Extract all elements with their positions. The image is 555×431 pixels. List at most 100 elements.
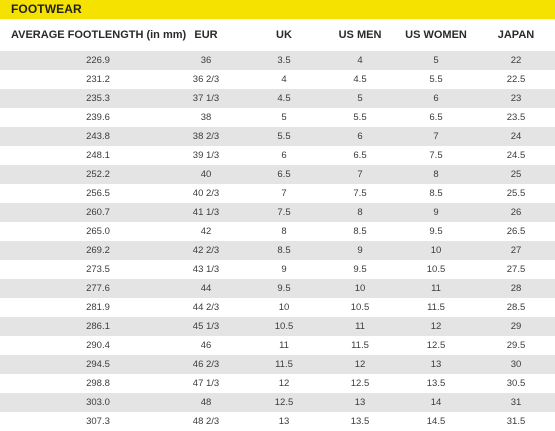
cell-us-men: 10 [354,283,366,294]
cell-us-men: 5.5 [353,112,367,123]
cell-us-men: 13.5 [350,416,370,427]
cell-uk: 13 [278,416,290,427]
cell-us-women: 13.5 [426,378,446,389]
table-row: 256.5 40 2/3 7 7.5 8.5 25.5 [0,184,555,203]
cell-us-men: 11.5 [351,340,369,351]
cell-us-men: 13 [354,397,366,408]
cell-uk: 11 [279,340,289,351]
cell-footlength: 260.7 [86,207,110,218]
cell-eur: 37 1/3 [192,93,220,104]
cell-eur: 47 1/3 [192,378,220,389]
cell-uk: 8 [281,226,287,237]
cell-us-women: 14 [430,397,442,408]
cell-eur: 38 [200,112,212,123]
cell-us-women: 6.5 [429,112,443,123]
table-row: 286.1 45 1/3 10.5 11 12 29 [0,317,555,336]
table-row: 235.3 37 1/3 4.5 5 6 23 [0,89,555,108]
cell-us-men: 6.5 [353,150,367,161]
cell-uk: 12.5 [274,397,294,408]
cell-us-women: 12.5 [426,340,446,351]
cell-us-women: 9 [433,207,439,218]
cell-footlength: 231.2 [86,74,110,85]
cell-japan: 25.5 [506,188,526,199]
cell-us-women: 9.5 [429,226,443,237]
table-row: 243.8 38 2/3 5.5 6 7 24 [0,127,555,146]
cell-footlength: 248.1 [86,150,110,161]
cell-us-men: 6 [357,131,363,142]
cell-us-women: 14.5 [426,416,446,427]
cell-uk: 7.5 [277,207,291,218]
cell-us-women: 5.5 [429,74,443,85]
cell-japan: 24 [510,131,522,142]
cell-us-women: 6 [433,93,439,104]
cell-footlength: 256.5 [86,188,110,199]
cell-eur: 45 1/3 [192,321,220,332]
cell-us-men: 4 [357,55,363,66]
table-row: 269.2 42 2/3 8.5 9 10 27 [0,241,555,260]
column-header-japan: JAPAN [497,29,535,41]
cell-uk: 9.5 [277,283,291,294]
cell-uk: 9 [281,264,287,275]
cell-footlength: 290.4 [86,340,110,351]
table-row: 307.3 48 2/3 13 13.5 14.5 31.5 [0,412,555,431]
cell-uk: 6.5 [277,169,291,180]
cell-japan: 28.5 [506,302,526,313]
cell-japan: 30.5 [506,378,526,389]
cell-eur: 36 [200,55,212,66]
table-row: 303.0 48 12.5 13 14 31 [0,393,555,412]
cell-japan: 23 [510,93,522,104]
cell-us-women: 11.5 [427,302,445,313]
table-row: 231.2 36 2/3 4 4.5 5.5 22.5 [0,70,555,89]
table-row: 298.8 47 1/3 12 12.5 13.5 30.5 [0,374,555,393]
cell-us-women: 8.5 [429,188,443,199]
cell-footlength: 307.3 [86,416,110,427]
cell-uk: 10.5 [274,321,294,332]
cell-eur: 36 2/3 [192,74,220,85]
cell-japan: 22 [510,55,522,66]
cell-us-women: 7 [433,131,439,142]
cell-footlength: 277.6 [86,283,110,294]
cell-us-women: 12 [430,321,442,332]
cell-eur: 43 1/3 [192,264,220,275]
cell-footlength: 269.2 [86,245,110,256]
cell-uk: 5.5 [277,131,291,142]
cell-footlength: 286.1 [86,321,110,332]
cell-eur: 41 1/3 [192,207,220,218]
cell-us-men: 4.5 [353,74,367,85]
cell-us-men: 8 [357,207,363,218]
cell-footlength: 273.5 [86,264,110,275]
section-title: FOOTWEAR [0,0,555,19]
cell-eur: 40 [200,169,212,180]
cell-us-men: 12 [354,359,366,370]
table-row: 290.4 46 11 11.5 12.5 29.5 [0,336,555,355]
cell-japan: 27.5 [506,264,526,275]
column-header-us-men: US MEN [338,29,382,41]
cell-uk: 10 [278,302,290,313]
cell-japan: 25 [510,169,522,180]
cell-eur: 48 [200,397,212,408]
cell-uk: 5 [281,112,287,123]
cell-footlength: 239.6 [86,112,110,123]
cell-japan: 23.5 [506,112,526,123]
cell-footlength: 252.2 [86,169,110,180]
table-row: 265.0 42 8 8.5 9.5 26.5 [0,222,555,241]
cell-uk: 7 [281,188,287,199]
column-header-footlength: AVERAGE FOOTLENGTH (in mm) [11,29,187,41]
cell-footlength: 298.8 [86,378,110,389]
table-row: 260.7 41 1/3 7.5 8 9 26 [0,203,555,222]
table-row: 281.9 44 2/3 10 10.5 11.5 28.5 [0,298,555,317]
cell-japan: 29.5 [506,340,526,351]
column-header-us-women: US WOMEN [405,29,467,41]
cell-footlength: 243.8 [86,131,110,142]
cell-uk: 11.5 [275,359,293,370]
table-row: 273.5 43 1/3 9 9.5 10.5 27.5 [0,260,555,279]
cell-footlength: 294.5 [86,359,110,370]
cell-us-men: 9 [357,245,363,256]
cell-uk: 6 [281,150,287,161]
cell-us-men: 11 [355,321,365,332]
cell-us-women: 10.5 [426,264,446,275]
cell-footlength: 281.9 [86,302,110,313]
cell-japan: 31 [510,397,522,408]
cell-us-women: 10 [430,245,442,256]
